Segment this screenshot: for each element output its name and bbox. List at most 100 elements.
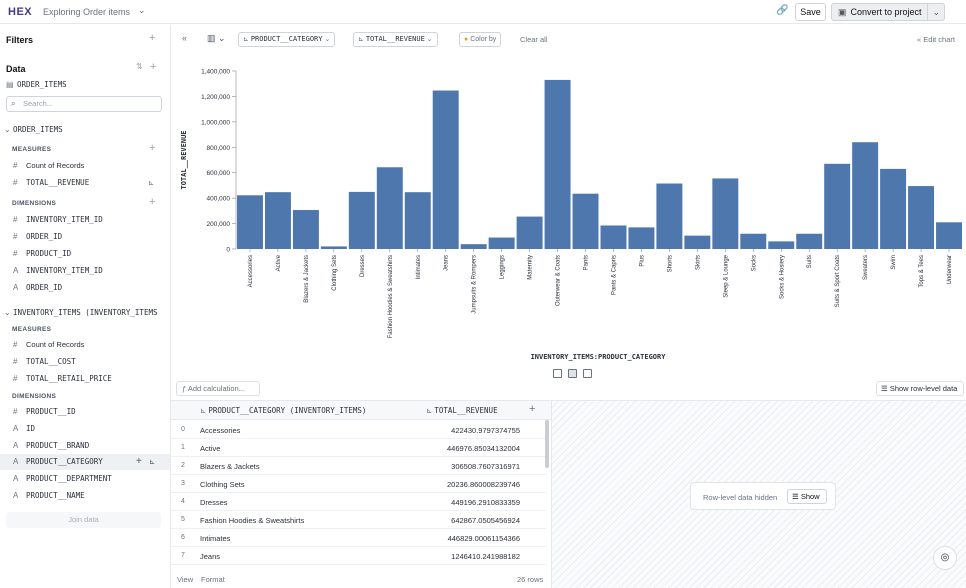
section-dimensions: DIMENSIONS xyxy=(12,200,57,207)
group-order-items[interactable]: ⌄ ORDER_ITEMS xyxy=(0,122,170,138)
bar[interactable] xyxy=(237,195,263,249)
field-item[interactable]: # TOTAL__RETAIL_PRICE xyxy=(0,371,170,387)
hex-logo[interactable]: HEX xyxy=(8,6,33,18)
field-item[interactable]: # PRODUCT_ID xyxy=(0,246,170,262)
top-bar: HEX Exploring Order items ⌄ 🔗 Save ▣ Conv… xyxy=(0,0,966,24)
table-row[interactable]: 0 Accessories 422430.9797374755 xyxy=(171,421,546,439)
bar[interactable] xyxy=(684,235,711,249)
app-title[interactable]: Exploring Order items xyxy=(43,7,131,17)
view-menu[interactable]: View xyxy=(177,575,194,584)
convert-to-project-button[interactable]: ▣ Convert to project ⌄ xyxy=(831,3,945,21)
source-table[interactable]: ▤ ORDER_ITEMS xyxy=(0,77,170,93)
table-row[interactable]: 4 Dresses 449196.2910833359 xyxy=(171,493,546,511)
color-by-button[interactable]: ● Color by xyxy=(459,32,502,47)
color-by-label: Color by xyxy=(470,36,497,43)
add-dimension-icon[interactable]: + xyxy=(149,196,156,208)
add-icon[interactable]: + xyxy=(136,456,142,467)
bar[interactable] xyxy=(376,167,403,249)
field-item[interactable]: # PRODUCT__ID xyxy=(0,404,170,420)
help-icon[interactable]: ◎ xyxy=(933,546,957,570)
bar[interactable] xyxy=(880,168,907,249)
field-item[interactable]: # INVENTORY_ITEM_ID xyxy=(0,212,170,228)
join-data-button[interactable]: Join data xyxy=(6,512,161,528)
bar[interactable] xyxy=(852,142,879,249)
field-item[interactable]: A ORDER_ID xyxy=(0,280,170,296)
field-item[interactable]: A PRODUCT__DEPARTMENT xyxy=(0,471,170,487)
bar[interactable] xyxy=(292,210,319,249)
chevron-down-icon[interactable]: ⌄ xyxy=(138,5,146,15)
chevron-down-icon: ⌄ xyxy=(4,125,11,134)
bar[interactable] xyxy=(824,163,851,249)
table-row[interactable]: 3 Clothing Sets 20236.860008239746 xyxy=(171,475,546,493)
table-scrollbar[interactable] xyxy=(545,420,549,468)
category-cell: Dresses xyxy=(200,498,228,507)
chevron-down-icon[interactable]: ⌄ xyxy=(927,4,940,20)
revenue-cell: 446976.85034132004 xyxy=(447,444,520,453)
search-input[interactable]: Search... xyxy=(6,96,162,112)
x-axis-icon[interactable]: ⊾ xyxy=(149,457,156,466)
bar[interactable] xyxy=(348,191,375,249)
field-item[interactable]: A PRODUCT__BRAND xyxy=(0,438,170,454)
show-row-level-data-button[interactable]: ☰ Show row-level data xyxy=(876,381,964,396)
bar[interactable] xyxy=(712,178,739,249)
group-inventory-items[interactable]: ⌄ INVENTORY_ITEMS (INVENTORY_ITEMS xyxy=(0,305,170,321)
save-button[interactable]: Save xyxy=(795,3,826,21)
field-item[interactable]: # TOTAL__REVENUE ⊾ xyxy=(0,175,170,191)
column-header-category[interactable]: ⊾ PRODUCT__CATEGORY (INVENTORY_ITEMS) xyxy=(200,406,366,415)
x-axis-field-selector[interactable]: ⊾ PRODUCT__CATEGORY ⌄ xyxy=(238,32,336,47)
layout-chart-only-icon[interactable] xyxy=(553,369,562,378)
bar[interactable] xyxy=(628,227,655,249)
field-item[interactable]: # Count of Records xyxy=(0,158,170,174)
column-header-revenue[interactable]: ⊾ TOTAL__REVENUE xyxy=(426,406,498,415)
add-column-icon[interactable]: + xyxy=(529,403,536,415)
bar[interactable] xyxy=(572,193,599,249)
clear-all-button[interactable]: Clear all xyxy=(520,35,548,44)
layout-split-icon[interactable] xyxy=(568,369,577,378)
y-axis-field-selector[interactable]: ⊾ TOTAL__REVENUE ⌄ xyxy=(353,32,438,47)
field-item[interactable]: A INVENTORY_ITEM_ID xyxy=(0,263,170,279)
link-icon[interactable]: 🔗 xyxy=(776,5,789,16)
bar[interactable] xyxy=(488,237,515,249)
field-item[interactable]: # ORDER_ID xyxy=(0,229,170,245)
table-row[interactable]: 6 Intimates 446829.00061154366 xyxy=(171,529,546,547)
number-icon: # xyxy=(13,232,18,241)
bar-chart-icon[interactable]: ▥ ⌄ xyxy=(207,33,226,43)
bar[interactable] xyxy=(600,225,627,249)
bar[interactable] xyxy=(320,246,347,249)
field-label: TOTAL__COST xyxy=(26,357,76,366)
bar[interactable] xyxy=(936,222,962,249)
bar[interactable] xyxy=(656,183,683,249)
edit-chart-button[interactable]: « Edit chart xyxy=(917,35,955,44)
bar[interactable] xyxy=(796,233,823,249)
table-row[interactable]: 1 Active 446976.85034132004 xyxy=(171,439,546,457)
format-menu[interactable]: Format xyxy=(201,575,225,584)
bar[interactable] xyxy=(768,241,795,249)
add-data-icon[interactable]: + xyxy=(150,61,157,73)
y-axis-icon[interactable]: ⊾ xyxy=(148,178,155,187)
bar[interactable] xyxy=(264,192,291,249)
table-row[interactable]: 2 Blazers & Jackets 306508.7607316971 xyxy=(171,457,546,475)
field-item[interactable]: # TOTAL__COST xyxy=(0,354,170,370)
add-calculation-button[interactable]: ƒ Add calculation... xyxy=(176,381,260,396)
bar[interactable] xyxy=(544,79,571,250)
bar[interactable] xyxy=(908,186,935,249)
bar[interactable] xyxy=(740,233,767,249)
bar[interactable] xyxy=(460,244,487,249)
field-item-selected[interactable]: A PRODUCT__CATEGORY + ⊾ xyxy=(0,454,170,470)
field-item[interactable]: # Count of Records xyxy=(0,337,170,353)
bar[interactable] xyxy=(432,90,459,250)
view-layout-switch xyxy=(551,369,596,381)
field-item[interactable]: A PRODUCT__NAME xyxy=(0,488,170,504)
add-filter-icon[interactable]: + xyxy=(149,32,156,44)
table-row[interactable]: 7 Jeans 1246410.241988182 xyxy=(171,547,546,565)
collapse-sidebar-icon[interactable]: « xyxy=(182,33,188,43)
table-row[interactable]: 5 Fashion Hoodies & Sweatshirts 642867.050… xyxy=(171,511,546,529)
show-row-level-button[interactable]: ☰ Show xyxy=(787,489,827,504)
data-heading: Data xyxy=(6,64,26,74)
sort-icon[interactable]: ⇅ xyxy=(136,62,143,71)
add-measure-icon[interactable]: + xyxy=(149,142,156,154)
bar[interactable] xyxy=(404,192,431,249)
field-item[interactable]: A ID xyxy=(0,421,170,437)
layout-table-only-icon[interactable] xyxy=(583,369,592,378)
bar[interactable] xyxy=(516,216,543,249)
